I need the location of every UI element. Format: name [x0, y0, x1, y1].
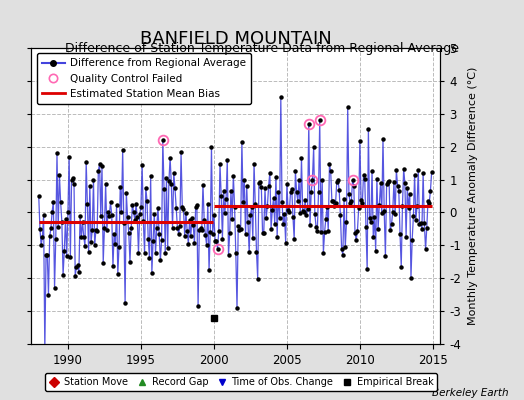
Text: Berkeley Earth: Berkeley Earth: [432, 388, 508, 398]
Y-axis label: Monthly Temperature Anomaly Difference (°C): Monthly Temperature Anomaly Difference (…: [468, 67, 478, 325]
Text: Difference of Station Temperature Data from Regional Average: Difference of Station Temperature Data f…: [65, 42, 459, 55]
Legend: Difference from Regional Average, Quality Control Failed, Estimated Station Mean: Difference from Regional Average, Qualit…: [37, 53, 251, 104]
Title: BANFIELD MOUNTAIN: BANFIELD MOUNTAIN: [140, 30, 332, 48]
Legend: Station Move, Record Gap, Time of Obs. Change, Empirical Break: Station Move, Record Gap, Time of Obs. C…: [45, 373, 438, 391]
